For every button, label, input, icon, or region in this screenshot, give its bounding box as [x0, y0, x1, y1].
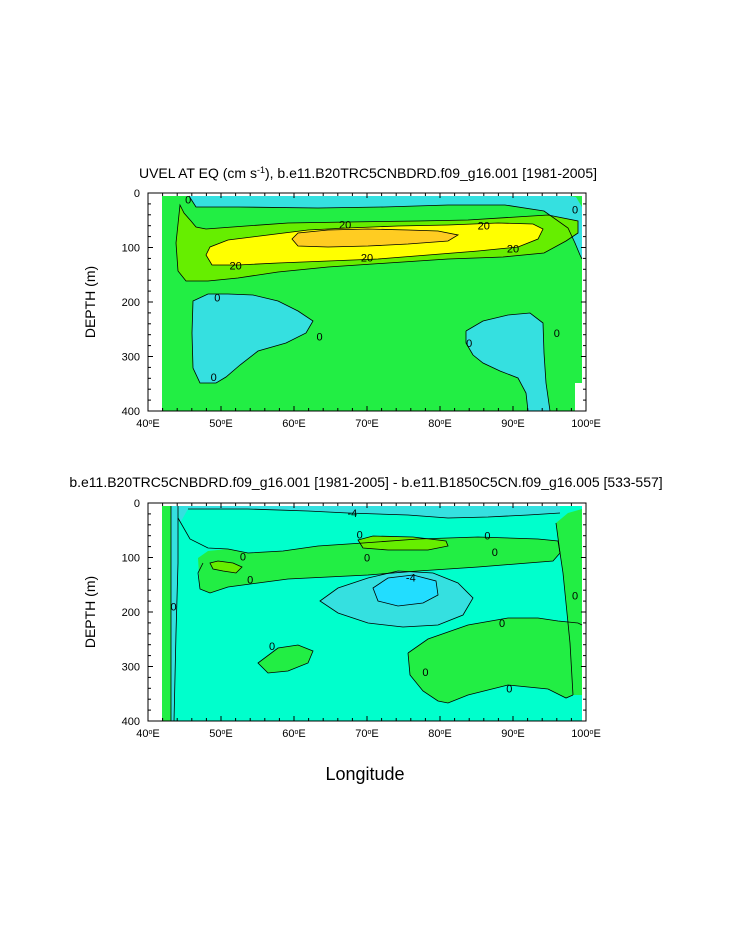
x-tick-label: 40oE: [136, 728, 160, 740]
contour-label: 0: [269, 641, 275, 653]
contour-line: [357, 535, 449, 551]
contour-line: [175, 203, 579, 282]
contour-line: [191, 293, 314, 384]
contour-label: 20: [229, 260, 241, 272]
y-tick-label: 100: [122, 553, 140, 565]
fill-region: [178, 506, 560, 523]
x-tick-label: 90oE: [501, 728, 525, 740]
x-tick-label: 60oE: [282, 418, 306, 430]
contour-label: 20: [507, 244, 519, 256]
contour-line: [465, 312, 551, 412]
blank-region: [575, 383, 582, 411]
fill-region: [189, 196, 582, 259]
fill-region: [198, 537, 560, 593]
fill-region: [192, 294, 313, 383]
x-tick-label: 50oE: [209, 728, 233, 740]
contour-label: 0: [572, 591, 578, 603]
contour-line: [407, 617, 583, 654]
contour-label: 0: [211, 372, 217, 384]
x-tick-label: 90oE: [501, 418, 525, 430]
contour-label: 0: [170, 602, 176, 614]
contour-line: [205, 222, 544, 266]
y-tick-label: 0: [134, 498, 140, 510]
contour-label: 0: [214, 293, 220, 305]
contour-line: [407, 652, 574, 704]
contour-line: [555, 522, 574, 696]
contour-line: [188, 195, 583, 260]
fill-region: [162, 506, 171, 721]
contour-line: [257, 644, 314, 674]
contour-label: -4: [348, 508, 358, 520]
x-tick-label: 100oE: [571, 418, 601, 430]
panel-1: UVEL AT EQ (cm s-1), b.e11.B20TRC5CNBDRD…: [82, 165, 601, 430]
x-tick-label: 40oE: [136, 418, 160, 430]
contour-label: 0: [422, 667, 428, 679]
contour-label: 0: [240, 551, 246, 563]
contour-label: 0: [316, 331, 322, 343]
y-tick-label: 300: [122, 352, 140, 364]
x-tick-label: 100oE: [571, 728, 601, 740]
y-tick-label: 300: [122, 662, 140, 674]
panel-2-title: b.e11.B20TRC5CNBDRD.f09_g16.001 [1981-20…: [69, 474, 662, 490]
axis-ticks: 40oE 50oE 60oE 70oE 80oE 90oE 100oE 0 100 200 300 4…: [122, 498, 601, 740]
x-tick-label: 70oE: [355, 728, 379, 740]
axis-ticks: 40oE 50oE 60oE 70oE 80oE 90oE 100oE01002003004…: [122, 188, 601, 430]
y-tick-label: 400: [122, 406, 140, 418]
x-tick-label: 70oE: [355, 418, 379, 430]
contour-line: [209, 560, 243, 574]
contour-label: 0: [572, 204, 578, 216]
contour-line: [188, 508, 561, 519]
contour-label: 0: [506, 683, 512, 695]
y-tick-label: 400: [122, 716, 140, 728]
contour-label: 0: [247, 574, 253, 586]
panel-2: b.e11.B20TRC5CNBDRD.f09_g16.001 [1981-20…: [69, 474, 662, 740]
contour-label: 0: [484, 531, 490, 543]
contour-line: [372, 574, 439, 607]
contour-label: 0: [185, 195, 191, 207]
y-axis-label: DEPTH (m): [82, 576, 98, 648]
panel-1-title: UVEL AT EQ (cm s-1), b.e11.B20TRC5CNBDRD…: [139, 165, 597, 181]
x-tick-label: 80oE: [428, 728, 452, 740]
fill-region: [292, 229, 458, 247]
fill-region: [466, 313, 550, 411]
contour-label: 20: [361, 252, 373, 264]
y-tick-label: 0: [134, 188, 140, 200]
contour-label: 0: [492, 547, 498, 559]
contour-label: 0: [466, 338, 472, 350]
fill-region: [373, 575, 438, 606]
contour-label: 0: [554, 328, 560, 340]
y-tick-label: 100: [122, 243, 140, 255]
fill-region: [358, 536, 448, 550]
x-tick-label: 50oE: [209, 418, 233, 430]
contour-labels: 0 0 20 20 20 20 20 0 0 0 0 0: [185, 195, 578, 385]
contour-label: 0: [499, 618, 505, 630]
y-axis-label: DEPTH (m): [82, 266, 98, 338]
contour-line: [173, 506, 179, 722]
x-tick-label: 80oE: [428, 418, 452, 430]
contour-line: [291, 228, 460, 248]
fill-region: [258, 645, 313, 673]
contour-label: 0: [357, 530, 363, 542]
contour-line: [465, 331, 529, 412]
x-axis-label: Longitude: [325, 764, 404, 784]
contour-label: 20: [339, 220, 351, 232]
y-tick-label: 200: [122, 607, 140, 619]
contour-line: [319, 570, 474, 628]
contour-line: [177, 517, 561, 594]
contour-label: 0: [364, 553, 370, 565]
contour-label: 20: [478, 221, 490, 233]
fill-region: [171, 506, 178, 721]
y-tick-label: 200: [122, 297, 140, 309]
fill-region: [408, 618, 582, 703]
contour-label: -4: [406, 573, 416, 585]
x-tick-label: 60oE: [282, 728, 306, 740]
